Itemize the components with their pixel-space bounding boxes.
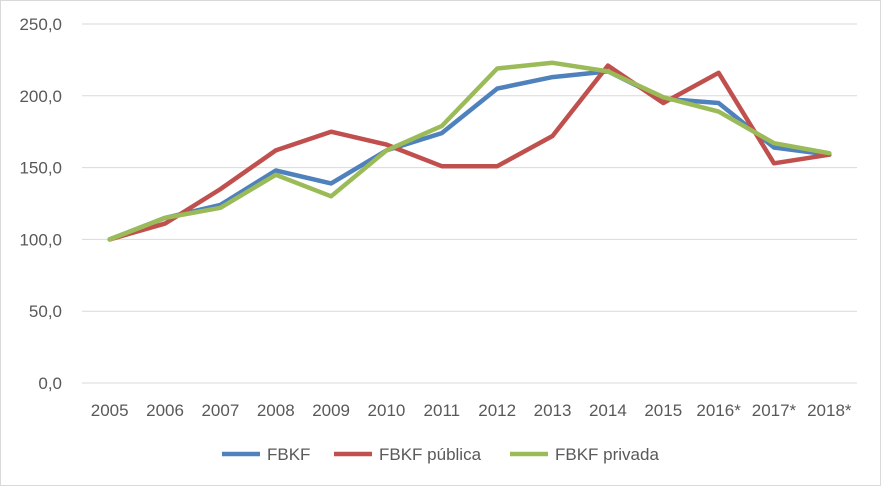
legend-label: FBKF privada [555, 445, 659, 464]
x-tick-label: 2008 [257, 401, 295, 420]
x-tick-label: 2015 [644, 401, 682, 420]
y-axis-ticks: 0,0 50,0 100,0 150,0 200,0 250,0 [19, 15, 62, 393]
y-tick-label: 200,0 [19, 87, 62, 106]
series-line-1 [107, 63, 832, 242]
legend-label: FBKF pública [379, 445, 482, 464]
x-tick-label: 2014 [589, 401, 627, 420]
y-tick-label: 50,0 [29, 302, 62, 321]
y-tick-label: 250,0 [19, 15, 62, 34]
y-tick-label: 150,0 [19, 159, 62, 178]
x-tick-label: 2005 [91, 401, 129, 420]
x-tick-label: 2017* [752, 401, 797, 420]
legend: FBKF FBKF pública FBKF privada [222, 445, 659, 464]
x-tick-label: 2011 [424, 401, 461, 420]
x-tick-label: 2012 [478, 401, 516, 420]
series-lines [107, 60, 832, 242]
x-tick-label: 2016* [696, 401, 741, 420]
legend-label: FBKF [267, 445, 310, 464]
series-line-2 [107, 60, 832, 242]
x-tick-label: 2018* [807, 401, 852, 420]
x-tick-label: 2006 [146, 401, 184, 420]
series-line-0 [107, 69, 832, 242]
y-tick-label: 0,0 [38, 374, 62, 393]
x-tick-label: 2013 [534, 401, 572, 420]
x-axis-ticks: 2005 2006 2007 2008 2009 2010 2011 2012 2013 2014… [91, 401, 852, 420]
x-tick-label: 2009 [312, 401, 350, 420]
y-tick-label: 100,0 [19, 230, 62, 249]
x-tick-label: 2007 [201, 401, 239, 420]
x-tick-label: 2010 [368, 401, 406, 420]
